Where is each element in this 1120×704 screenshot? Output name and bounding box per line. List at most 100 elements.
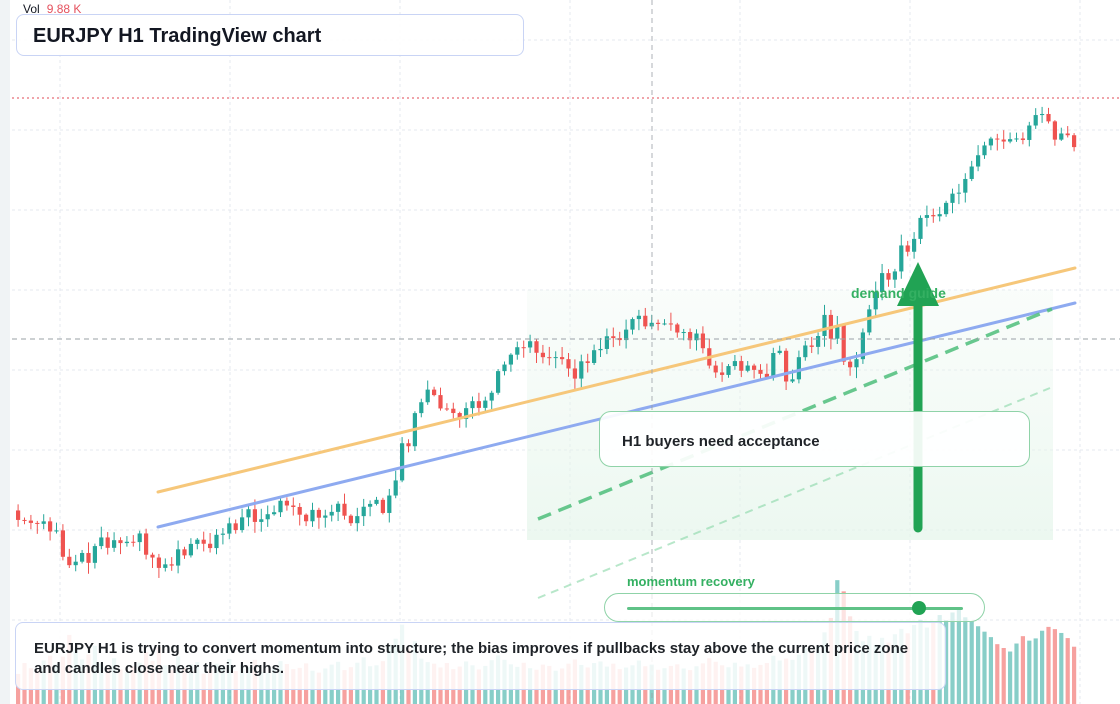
volume-bar bbox=[1014, 643, 1019, 704]
candle-body bbox=[483, 400, 488, 408]
candle-body bbox=[48, 521, 53, 532]
volume-bar bbox=[988, 637, 993, 704]
candle-body bbox=[790, 379, 795, 382]
candle-body bbox=[912, 238, 917, 252]
candle-body bbox=[112, 540, 117, 548]
candle-body bbox=[265, 514, 270, 520]
volume-bar bbox=[1020, 636, 1025, 704]
volume-bar bbox=[950, 612, 955, 704]
candle-body bbox=[400, 443, 405, 481]
candle-body bbox=[86, 552, 91, 563]
candle-body bbox=[726, 366, 731, 375]
candle-body bbox=[380, 499, 385, 513]
volume-bar bbox=[1001, 648, 1006, 704]
candlestick-series bbox=[16, 106, 1077, 578]
volume-bar bbox=[1072, 646, 1077, 704]
candle-body bbox=[105, 537, 110, 548]
candle-body bbox=[150, 554, 155, 558]
candle-body bbox=[451, 408, 456, 414]
candle-body bbox=[124, 541, 129, 544]
candle-body bbox=[67, 556, 72, 566]
candle-body bbox=[201, 539, 206, 544]
candle-body bbox=[924, 215, 929, 218]
candle-body bbox=[809, 345, 814, 347]
candle-body bbox=[950, 193, 955, 203]
candle-body bbox=[598, 348, 603, 351]
candle-body bbox=[521, 347, 526, 349]
candle-body bbox=[963, 178, 968, 193]
volume-bar bbox=[982, 631, 987, 704]
candle-body bbox=[342, 503, 347, 516]
candle-body bbox=[496, 371, 501, 393]
candle-body bbox=[16, 510, 21, 520]
volume-bar bbox=[1040, 630, 1045, 704]
candle-body bbox=[470, 401, 475, 409]
candle-body bbox=[502, 364, 507, 372]
candle-body bbox=[233, 523, 238, 531]
candle-body bbox=[393, 480, 398, 496]
volume-bar bbox=[995, 644, 1000, 704]
candle-body bbox=[35, 522, 40, 524]
chart-title-card: EURJPY H1 TradingView chart bbox=[16, 14, 524, 56]
candle-body bbox=[630, 319, 635, 330]
candle-body bbox=[28, 520, 33, 523]
demand-guide-label: demand guide bbox=[851, 285, 946, 301]
candle-body bbox=[560, 357, 565, 360]
candle-body bbox=[240, 517, 245, 531]
candle-body bbox=[99, 537, 104, 547]
candle-body bbox=[323, 515, 328, 518]
volume-bar bbox=[1033, 638, 1038, 704]
candle-body bbox=[636, 315, 641, 320]
candle-body bbox=[406, 443, 411, 447]
candle-body bbox=[1065, 133, 1070, 136]
candle-body bbox=[745, 365, 750, 371]
volume-bar bbox=[1027, 640, 1032, 704]
candle-body bbox=[1020, 138, 1025, 140]
candle-body bbox=[60, 530, 65, 557]
candle-body bbox=[784, 350, 789, 382]
candle-body bbox=[489, 392, 494, 401]
candle-body bbox=[643, 315, 648, 327]
volume-bar bbox=[956, 609, 961, 704]
volume-bar bbox=[976, 626, 981, 704]
candle-body bbox=[425, 389, 430, 403]
volume-bar bbox=[1046, 626, 1051, 704]
candle-body bbox=[1059, 133, 1064, 140]
candle-body bbox=[22, 519, 27, 521]
candle-body bbox=[918, 217, 923, 239]
left-toolbar-strip bbox=[0, 0, 10, 704]
candle-body bbox=[156, 557, 161, 568]
candle-body bbox=[956, 192, 961, 194]
candle-body bbox=[848, 361, 853, 368]
candle-body bbox=[188, 543, 193, 556]
candle-body bbox=[694, 333, 699, 341]
candle-body bbox=[841, 325, 846, 362]
candle-body bbox=[508, 354, 513, 365]
candle-body bbox=[656, 322, 661, 324]
momentum-label: momentum recovery bbox=[627, 574, 755, 589]
candle-body bbox=[553, 357, 558, 359]
candle-body bbox=[278, 500, 283, 513]
candle-body bbox=[259, 519, 264, 522]
summary-text: EURJPY H1 is trying to convert momentum … bbox=[34, 640, 909, 677]
candle-body bbox=[976, 155, 981, 167]
candle-body bbox=[137, 533, 142, 543]
volume-bar bbox=[1059, 632, 1064, 704]
volume-legend-value: 9.88 K bbox=[46, 2, 82, 16]
candle-body bbox=[336, 503, 341, 512]
candle-body bbox=[1052, 121, 1057, 140]
candle-body bbox=[144, 533, 149, 555]
candle-body bbox=[1008, 139, 1013, 142]
candle-body bbox=[272, 512, 277, 515]
candle-body bbox=[1001, 139, 1006, 142]
momentum-knob bbox=[912, 601, 927, 615]
candle-body bbox=[457, 413, 462, 420]
candle-body bbox=[246, 509, 251, 518]
candle-body bbox=[1014, 138, 1019, 140]
candle-body bbox=[764, 373, 769, 378]
candle-body bbox=[892, 271, 897, 280]
candle-body bbox=[982, 145, 987, 156]
candle-body bbox=[547, 357, 552, 359]
candle-body bbox=[163, 564, 168, 568]
candle-body bbox=[752, 365, 757, 370]
